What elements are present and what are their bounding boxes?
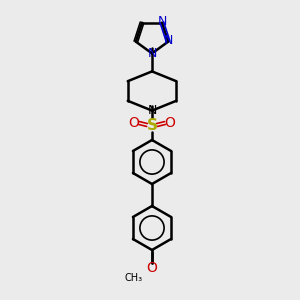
Text: O: O <box>165 116 176 130</box>
Text: N: N <box>164 34 173 47</box>
Text: N: N <box>157 15 167 28</box>
Text: CH₃: CH₃ <box>125 273 143 283</box>
Text: N: N <box>147 104 157 117</box>
Text: N: N <box>147 47 157 60</box>
Text: O: O <box>147 261 158 275</box>
Text: S: S <box>146 118 158 133</box>
Text: O: O <box>129 116 140 130</box>
